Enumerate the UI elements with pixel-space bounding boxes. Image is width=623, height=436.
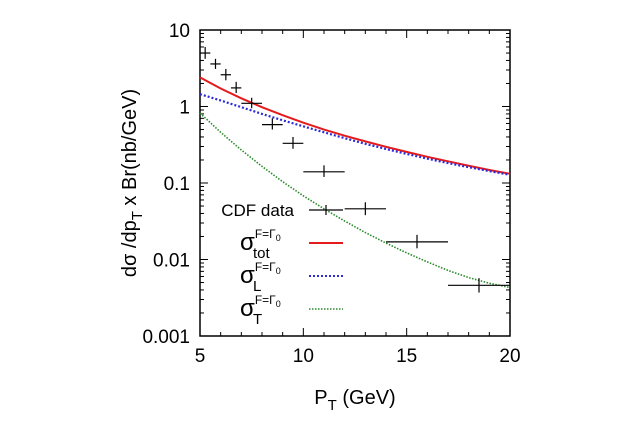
x-tick-label: 10 [293, 346, 314, 367]
data-point [231, 81, 242, 94]
data-point [241, 97, 262, 109]
y-tick-label: 0.001 [142, 327, 190, 348]
legend-entry-sigma-l: σF=Γ0 L [240, 260, 343, 295]
y-tick-label: 0.01 [153, 251, 190, 272]
data-point [220, 68, 231, 81]
legend: CDF data σF=Γ0 tot σF=Γ0 L σF=Γ0 T [221, 201, 343, 328]
curve-sigma-l [199, 93, 511, 176]
x-tick-label: 20 [499, 346, 520, 367]
model-curves [199, 76, 511, 289]
data-point [210, 58, 221, 69]
curve-sigma-t [199, 112, 511, 289]
legend-entry-sigma-tot: σF=Γ0 tot [240, 227, 343, 262]
legend-label-sigma-t: σF=Γ0 T [240, 293, 281, 328]
y-tick-labels: 0.001 0.01 0.1 1 10 [142, 21, 190, 348]
plot-frame [199, 29, 511, 337]
data-point [303, 165, 345, 177]
y-axis-title: dσ /dpT x Br(nb/GeV) [119, 89, 146, 277]
axis-ticks [199, 29, 511, 337]
x-tick-labels: 5 10 15 20 [195, 346, 521, 367]
legend-entry-sigma-t: σF=Γ0 T [240, 293, 343, 328]
data-point [448, 278, 510, 293]
data-point [282, 136, 304, 149]
x-axis-title: PT (GeV) [314, 387, 395, 414]
data-point [200, 46, 211, 59]
x-tick-label: 15 [396, 346, 417, 367]
legend-label-sigma-l: σF=Γ0 L [240, 260, 281, 295]
data-point [262, 118, 283, 130]
data-point [386, 234, 448, 249]
cdf-data-points [200, 46, 510, 293]
legend-label-sigma-tot: σF=Γ0 tot [240, 227, 281, 262]
legend-entry-cdf-data: CDF data [221, 201, 343, 220]
legend-label-cdf-data: CDF data [221, 201, 294, 220]
data-point [344, 202, 386, 216]
y-tick-label: 1 [179, 98, 190, 119]
y-tick-label: 10 [169, 21, 190, 42]
curve-sigma-tot [199, 76, 511, 175]
y-tick-label: 0.1 [164, 174, 190, 195]
x-tick-label: 5 [195, 346, 206, 367]
